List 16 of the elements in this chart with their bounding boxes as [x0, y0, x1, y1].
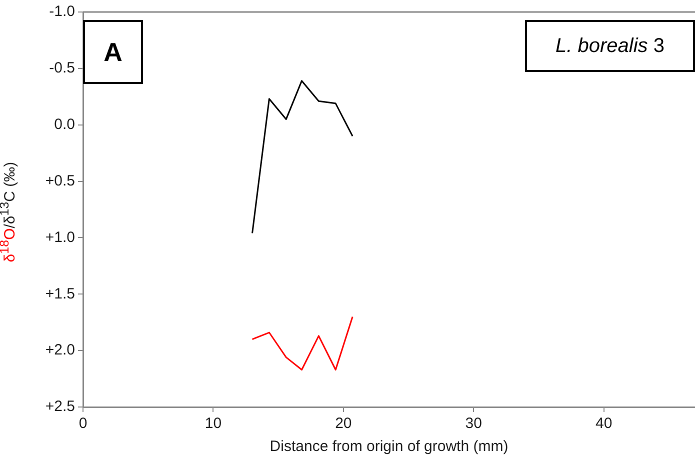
- x-tick-label: 0: [78, 415, 88, 432]
- x-tick-label: 20: [335, 415, 352, 432]
- x-tick-label: 30: [465, 415, 482, 432]
- x-tick-label: 40: [596, 415, 612, 432]
- y-tick-label: -0.5: [49, 60, 75, 77]
- annotation: A: [83, 20, 143, 84]
- y-tick-label: +1.5: [45, 285, 75, 302]
- y-tick-label: +0.5: [45, 172, 75, 190]
- annotation: L. borealis 3: [525, 20, 695, 72]
- x-axis-title: Distance from origin of growth (mm): [270, 438, 508, 456]
- y-tick-label: +2.0: [45, 342, 75, 359]
- x-tick-label: 10: [204, 415, 222, 432]
- y-tick-label: +2.5: [45, 398, 75, 416]
- y-tick-label: +1.0: [45, 228, 75, 246]
- y-tick-label: -1.0: [49, 3, 75, 20]
- y-tick-label: 0.0: [54, 116, 75, 133]
